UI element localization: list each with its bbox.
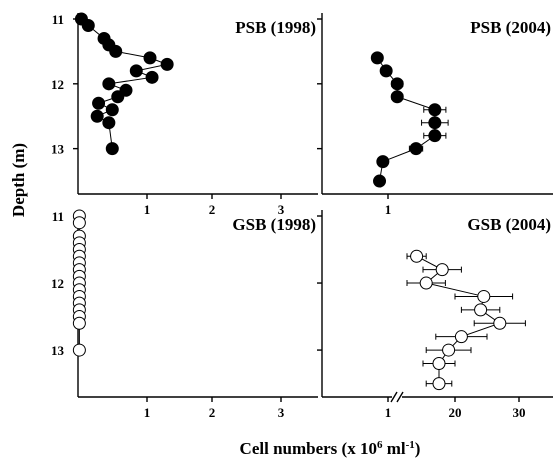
data-point: [102, 77, 116, 91]
data-point: [111, 90, 125, 104]
data-point: [92, 96, 106, 110]
data-point: [419, 276, 433, 290]
y-tick-label: 11: [52, 209, 64, 224]
series-line: [416, 255, 501, 384]
x-tick-label: 20: [449, 405, 462, 420]
data-point: [81, 18, 95, 32]
x-tick-label: 1: [385, 405, 392, 420]
x-tick-label: 3: [278, 202, 285, 217]
data-point: [129, 64, 143, 78]
y-tick-label: 11: [52, 12, 64, 27]
data-point: [477, 289, 491, 303]
data-point: [105, 103, 119, 117]
data-point: [102, 116, 116, 130]
data-point: [493, 316, 507, 330]
data-point: [428, 116, 442, 130]
x-tick-label: 1: [144, 202, 151, 217]
x-axis-label: Cell numbers (x 106 ml-1): [240, 439, 421, 458]
data-point: [428, 129, 442, 143]
panel-title: GSB (2004): [467, 215, 551, 234]
data-point: [428, 103, 442, 117]
y-axis-label: Depth (m): [9, 143, 28, 217]
axis-break-mark: [390, 391, 398, 403]
x-tick-label: 3: [278, 405, 285, 420]
data-point: [105, 142, 119, 156]
panel-title: GSB (1998): [232, 215, 316, 234]
y-tick-label: 12: [51, 77, 64, 92]
x-tick-label: 30: [513, 405, 526, 420]
x-tick-label: 2: [209, 405, 216, 420]
data-point: [145, 70, 159, 84]
data-point: [379, 64, 393, 78]
x-tick-label: 2: [209, 202, 216, 217]
data-point: [373, 174, 387, 188]
data-point: [143, 51, 157, 65]
data-point: [376, 155, 390, 169]
axis-break-mark: [396, 391, 404, 403]
data-point: [432, 356, 446, 370]
x-tick-label: 1: [385, 202, 392, 217]
panel-title: PSB (1998): [235, 18, 316, 37]
data-point: [72, 316, 86, 330]
data-point: [370, 51, 384, 65]
data-point: [410, 249, 424, 263]
y-tick-label: 12: [51, 276, 64, 291]
y-tick-label: 13: [51, 142, 65, 157]
data-point: [435, 263, 449, 277]
x-tick-label: 1: [144, 405, 151, 420]
data-point: [454, 330, 468, 344]
data-point: [474, 303, 488, 317]
series-line: [81, 18, 169, 149]
chart-panel-2: 1 PSB (2004): [317, 13, 553, 217]
data-point: [72, 343, 86, 357]
y-tick-label: 13: [51, 343, 65, 358]
data-point: [390, 77, 404, 91]
data-point: [409, 142, 423, 156]
data-point: [72, 216, 86, 230]
data-point: [160, 57, 174, 71]
data-point: [390, 90, 404, 104]
data-point: [90, 109, 104, 123]
data-point: [109, 44, 123, 58]
data-point: [442, 343, 456, 357]
chart-panel-4: 1 20 30 GSB (2004): [317, 210, 553, 420]
data-point: [432, 377, 446, 391]
panel-title: PSB (2004): [470, 18, 551, 37]
